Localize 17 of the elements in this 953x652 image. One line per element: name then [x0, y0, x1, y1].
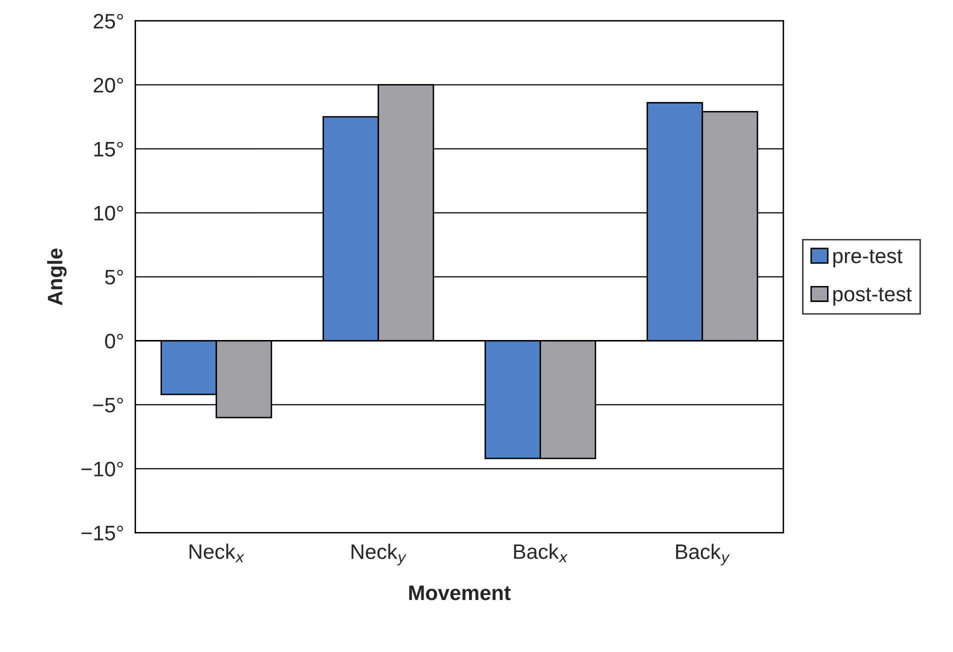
- x-tick-label: Back$_{y}$: [676, 544, 730, 566]
- y-tick-label: 25°: [94, 14, 123, 29]
- x-axis-title: Movement: [409, 586, 511, 600]
- y-tick-label: 5°: [105, 270, 123, 285]
- legend-label: post-test: [833, 288, 912, 306]
- y-tick-label: −15°: [82, 526, 123, 540]
- y-axis-title: Angle: [47, 248, 67, 306]
- x-tick-label: Back$_{x}$: [514, 544, 568, 562]
- y-tick-label: 10°: [94, 206, 123, 221]
- y-tick-label: 15°: [94, 142, 123, 157]
- y-tick-label: 0°: [105, 334, 123, 349]
- y-tick-label: −10°: [82, 462, 123, 476]
- x-tick-label: Neck$_{x}$: [190, 544, 244, 562]
- y-tick-label: 20°: [94, 78, 123, 93]
- x-tick-label: Neck$_{y}$: [352, 544, 406, 566]
- y-tick-label: −5°: [93, 398, 123, 412]
- legend-label: pre-test: [833, 250, 902, 268]
